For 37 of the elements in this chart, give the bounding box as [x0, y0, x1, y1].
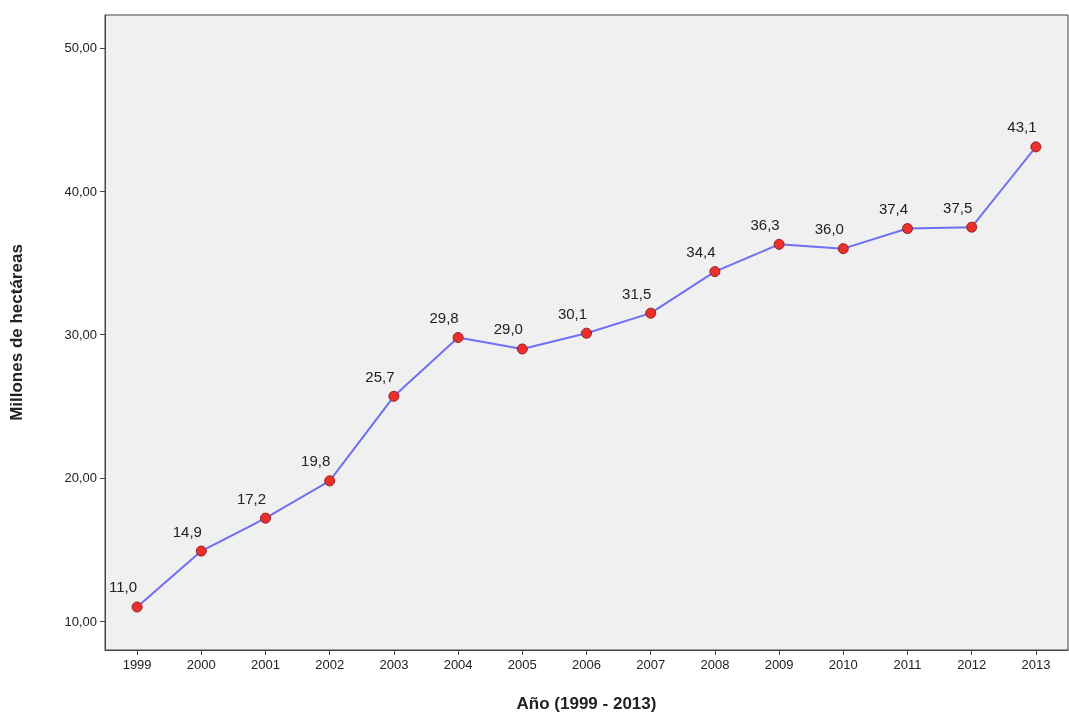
data-label: 25,7 — [365, 367, 395, 385]
x-tick-label: 2009 — [764, 657, 794, 672]
x-tick-label: 2010 — [828, 657, 858, 672]
x-tick-label: 2004 — [443, 657, 473, 672]
data-label: 36,3 — [750, 215, 780, 233]
x-tick-label: 2013 — [1021, 657, 1051, 672]
data-label: 14,9 — [172, 522, 202, 540]
data-label: 31,5 — [622, 284, 652, 302]
data-label: 37,5 — [943, 198, 973, 216]
data-label: 43,1 — [1007, 118, 1037, 136]
data-label: 30,1 — [557, 304, 588, 322]
data-label: 11,0 — [109, 578, 138, 596]
data-label: 29,0 — [493, 320, 523, 338]
y-tick-label: 50,00 — [64, 40, 97, 56]
y-tick-label: 20,00 — [64, 470, 97, 486]
data-label: 19,8 — [301, 452, 331, 470]
y-tick-label: 30,00 — [64, 327, 97, 343]
data-label: 36,0 — [814, 220, 844, 238]
x-tick-label: 2002 — [315, 657, 345, 672]
x-tick-label: 2000 — [186, 657, 216, 672]
data-label: 34,4 — [686, 243, 716, 261]
x-tick-label: 1999 — [122, 657, 152, 672]
data-label: 37,4 — [878, 200, 909, 218]
x-tick-label: 2012 — [957, 657, 987, 672]
data-label: 29,8 — [429, 309, 459, 327]
y-tick-label: 10,00 — [64, 613, 97, 629]
x-tick-label: 2008 — [700, 657, 730, 672]
x-tick-label: 2003 — [379, 657, 409, 672]
x-tick-label: 2011 — [893, 657, 922, 672]
data-label: 17,2 — [236, 489, 267, 507]
x-tick-label: 2007 — [636, 657, 666, 672]
x-tick-label: 2005 — [507, 657, 537, 672]
y-axis-title: Millones de hectáreas — [7, 244, 26, 421]
y-tick-label: 40,00 — [64, 183, 97, 199]
x-axis-title: Año (1999 - 2013) — [516, 694, 657, 713]
x-tick-label: 2006 — [572, 657, 601, 672]
x-tick-label: 2001 — [251, 657, 280, 672]
